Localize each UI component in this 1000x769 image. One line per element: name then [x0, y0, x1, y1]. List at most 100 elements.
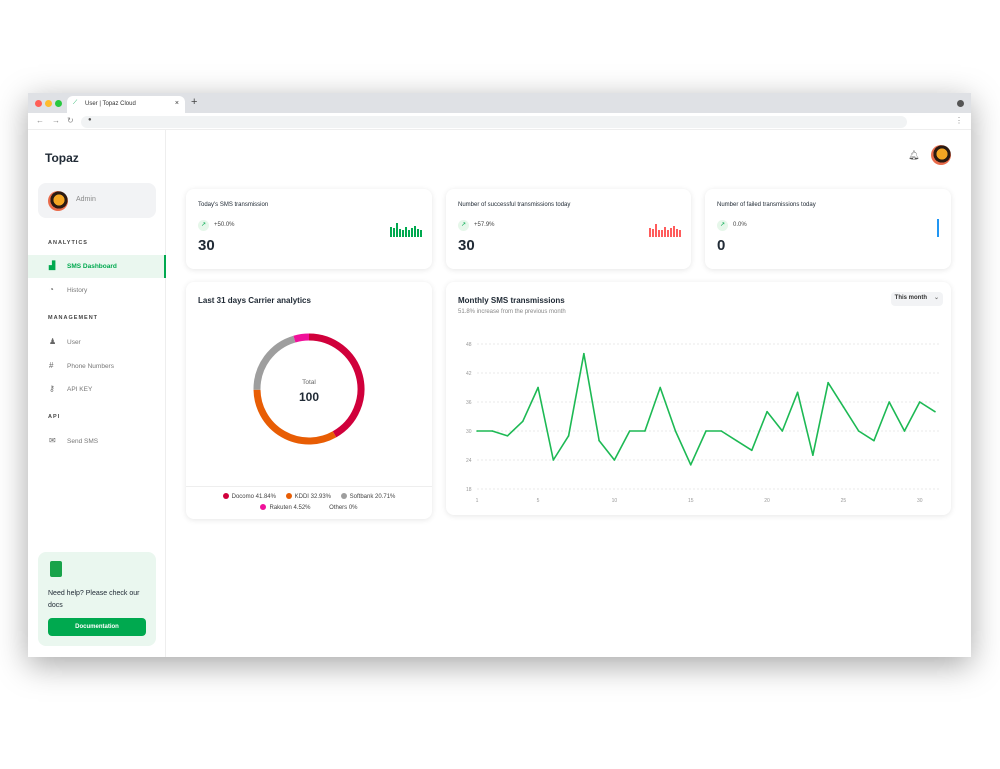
- browser-menu-icon[interactable]: ⋮: [955, 116, 963, 125]
- trend-up-icon: ↗: [458, 220, 469, 231]
- key-icon: ⚷: [49, 384, 55, 393]
- data-point: [674, 430, 677, 432]
- browser-tab[interactable]: ⟋ User | Topaz Cloud ×: [67, 96, 185, 113]
- forward-icon[interactable]: →: [52, 116, 60, 125]
- data-point: [781, 430, 784, 432]
- legend-kddi[interactable]: KDDI 32.93%: [285, 492, 331, 503]
- mini-bar-chart: [649, 224, 681, 237]
- donut-slice: [293, 333, 310, 343]
- new-tab-button[interactable]: +: [191, 96, 198, 108]
- bell-icon[interactable]: 🔔︎: [908, 150, 920, 160]
- chevron-down-icon: ⌄: [933, 295, 939, 301]
- window-menu-icon[interactable]: [957, 100, 964, 107]
- spark-bar: [676, 229, 678, 237]
- chart-icon: ▟: [49, 261, 56, 270]
- data-point: [903, 430, 906, 432]
- donut-slice: [308, 333, 365, 438]
- sidebar-item-sms-dashboard[interactable]: ▟ SMS Dashboard: [28, 255, 166, 278]
- y-tick-label: 18: [466, 487, 472, 493]
- spark-bar: [667, 230, 669, 237]
- data-point: [888, 401, 890, 403]
- data-point: [827, 381, 829, 384]
- y-tick-label: 30: [466, 429, 472, 435]
- series-line: [477, 352, 936, 466]
- legend-rakuten[interactable]: Rakuten 4.52%: [260, 503, 311, 514]
- data-point: [934, 410, 936, 413]
- sidebar-item-api-key[interactable]: ⚷ API KEY: [28, 378, 166, 401]
- x-tick-label: 15: [688, 498, 694, 504]
- trend-up-icon: ↗: [717, 220, 728, 231]
- sidebar-item-label: History: [67, 287, 88, 294]
- legend-docomo[interactable]: Docomo 41.84%: [222, 492, 276, 503]
- data-point: [735, 439, 738, 442]
- minimize-window-button[interactable]: [45, 100, 52, 107]
- x-tick-label: 30: [917, 498, 923, 504]
- x-tick-label: 20: [764, 498, 770, 504]
- data-point: [552, 459, 555, 461]
- data-point: [613, 459, 616, 461]
- stat-title: Today's SMS transmission: [198, 202, 269, 208]
- document-icon: [50, 561, 62, 577]
- x-tick-label: 1: [476, 498, 479, 504]
- x-tick-label: 5: [537, 498, 540, 504]
- stat-card-failed: Number of failed transmissions today ↗ 0…: [705, 189, 951, 269]
- data-point: [628, 430, 631, 432]
- data-point: [766, 410, 768, 413]
- monthly-card: Monthly SMS transmissions 51.8% increase…: [446, 282, 951, 515]
- total-value: 100: [298, 390, 320, 404]
- data-point: [583, 352, 585, 355]
- data-point: [689, 464, 692, 466]
- spark-bar: [405, 227, 407, 237]
- sidebar-item-send-sms[interactable]: ✉ Send SMS: [28, 430, 166, 453]
- data-point: [644, 430, 646, 432]
- sidebar-item-label: SMS Dashboard: [67, 263, 117, 270]
- data-point: [705, 430, 707, 432]
- user-avatar[interactable]: [931, 145, 951, 165]
- help-text: Need help? Please check our docs: [48, 590, 140, 609]
- sidebar-item-user[interactable]: ♟ User: [28, 331, 166, 354]
- period-select[interactable]: This month ⌄: [890, 292, 943, 306]
- account-card[interactable]: Admin: [38, 183, 156, 218]
- sidebar-item-history[interactable]: ◔ History: [28, 279, 166, 302]
- spark-bar: [649, 228, 651, 237]
- spark-bar: [393, 228, 395, 237]
- documentation-button[interactable]: Documentation: [48, 618, 146, 636]
- trend-up-icon: ↗: [198, 220, 209, 231]
- monthly-title: Monthly SMS transmissions: [458, 296, 565, 305]
- stat-title: Number of failed transmissions today: [717, 202, 816, 208]
- url-input[interactable]: ●: [81, 116, 907, 128]
- sidebar-item-label: Send SMS: [67, 438, 99, 445]
- y-tick-label: 48: [466, 342, 472, 348]
- mini-bar-chart: [937, 219, 939, 237]
- stat-card-success: Number of successful transmissions today…: [446, 189, 691, 269]
- address-bar: ← → ↻ ● ⋮: [28, 113, 971, 130]
- tab-close-icon[interactable]: ×: [174, 100, 179, 107]
- carrier-card: Last 31 days Carrier analytics Total 100…: [186, 282, 432, 519]
- reload-icon[interactable]: ↻: [67, 116, 74, 125]
- spark-bar: [402, 230, 404, 237]
- spark-bar: [673, 226, 675, 237]
- logo: Topaz: [45, 151, 79, 165]
- sidebar-item-phone-numbers[interactable]: # Phone Numbers: [28, 355, 166, 378]
- spark-bar: [414, 226, 416, 237]
- data-point: [598, 439, 600, 442]
- data-point: [522, 420, 524, 423]
- spark-bar: [408, 230, 410, 237]
- sidebar-item-label: API KEY: [67, 386, 93, 393]
- maximize-window-button[interactable]: [55, 100, 62, 107]
- stat-card-sms: Today's SMS transmission ↗ +50.0% 30: [186, 189, 432, 269]
- y-tick-label: 36: [466, 400, 472, 406]
- legend-others[interactable]: Others 0%: [320, 503, 358, 514]
- donut-chart: [253, 333, 365, 445]
- data-point: [918, 401, 921, 403]
- mail-icon: ✉: [49, 436, 56, 445]
- stat-change: +50.0%: [214, 222, 235, 228]
- spark-bar: [652, 229, 654, 237]
- data-point: [812, 454, 814, 456]
- spark-bar: [670, 228, 672, 237]
- back-icon[interactable]: ←: [36, 116, 44, 125]
- close-window-button[interactable]: [35, 100, 42, 107]
- legend-softbank[interactable]: Softbank 20.71%: [340, 492, 395, 503]
- spark-bar: [420, 230, 422, 237]
